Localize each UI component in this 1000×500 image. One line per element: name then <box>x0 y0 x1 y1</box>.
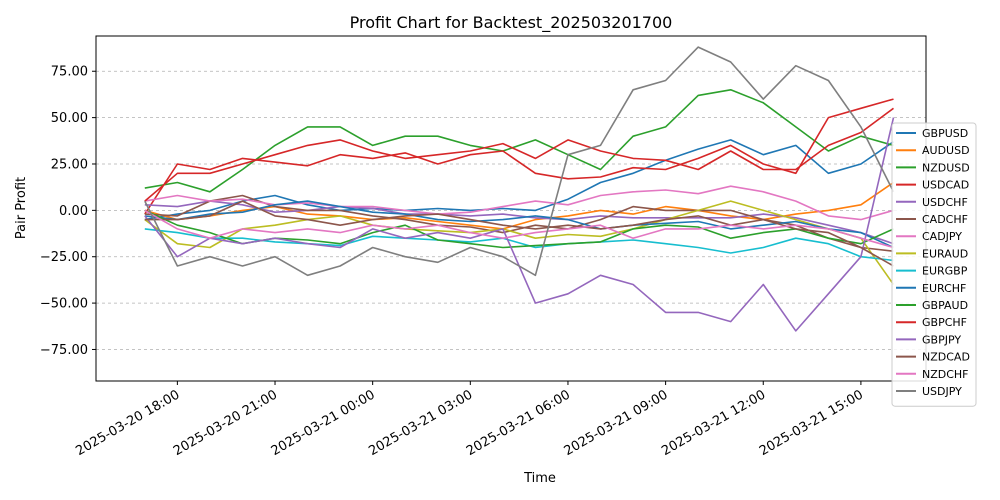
series-lines <box>144 46 895 332</box>
y-tick-label: 75.00 <box>51 65 88 80</box>
legend-label: EURCHF <box>922 282 966 295</box>
legend-label: NZDUSD <box>922 161 970 174</box>
legend-label: CADCHF <box>922 213 968 226</box>
series-line-usdchf <box>144 200 894 245</box>
legend-label: AUDUSD <box>922 144 970 157</box>
series-line-gbpusd <box>144 139 894 221</box>
series-line-eurgbp <box>144 228 894 262</box>
y-tick-label: −50.00 <box>40 297 88 312</box>
legend-label: USDJPY <box>922 385 962 398</box>
legend-label: EURGBP <box>922 265 968 278</box>
y-tick-label: −25.00 <box>40 250 88 265</box>
series-line-cadjpy <box>144 185 894 221</box>
legend-box <box>891 122 977 407</box>
y-axis-ticks: −75.00 −50.00 −25.00 0.00 25.00 50.00 75.00 <box>40 65 96 358</box>
x-axis-label: Time <box>523 471 556 486</box>
y-tick-label: 0.00 <box>59 204 88 219</box>
y-tick-label: 50.00 <box>51 111 88 126</box>
legend-label: USDCAD <box>922 179 969 192</box>
legend-label: GBPCHF <box>922 316 967 329</box>
series-line-gbpchf <box>144 107 894 202</box>
series-line-audusd <box>144 181 894 230</box>
chart-title: Profit Chart for Backtest_202503201700 <box>350 13 673 33</box>
series-line-usdcad <box>144 98 894 215</box>
legend-label: GBPAUD <box>922 299 968 312</box>
legend-label: NZDCHF <box>922 368 969 381</box>
series-line-usdjpy <box>144 46 895 277</box>
legend-label: NZDCAD <box>922 351 970 364</box>
y-axis-label: Pair Profit <box>14 177 29 239</box>
series-line-eurchf <box>144 200 894 249</box>
y-tick-label: 25.00 <box>51 157 88 172</box>
y-tick-label: −75.00 <box>40 343 88 358</box>
legend: GBPUSD AUDUSD NZDUSD USDCAD USDCHF CADCHF CADJ… <box>891 122 977 407</box>
legend-label: GBPUSD <box>922 127 968 140</box>
series-line-euraud <box>144 200 895 285</box>
series-line-nzdcad <box>144 200 894 267</box>
series-line-nzdchf <box>144 209 894 249</box>
gridlines <box>96 70 926 350</box>
series-line-nzdusd <box>144 89 894 193</box>
legend-label: USDCHF <box>922 196 968 209</box>
legend-label: GBPJPY <box>922 333 961 346</box>
legend-label: CADJPY <box>922 230 962 243</box>
legend-label: EURAUD <box>922 247 968 260</box>
